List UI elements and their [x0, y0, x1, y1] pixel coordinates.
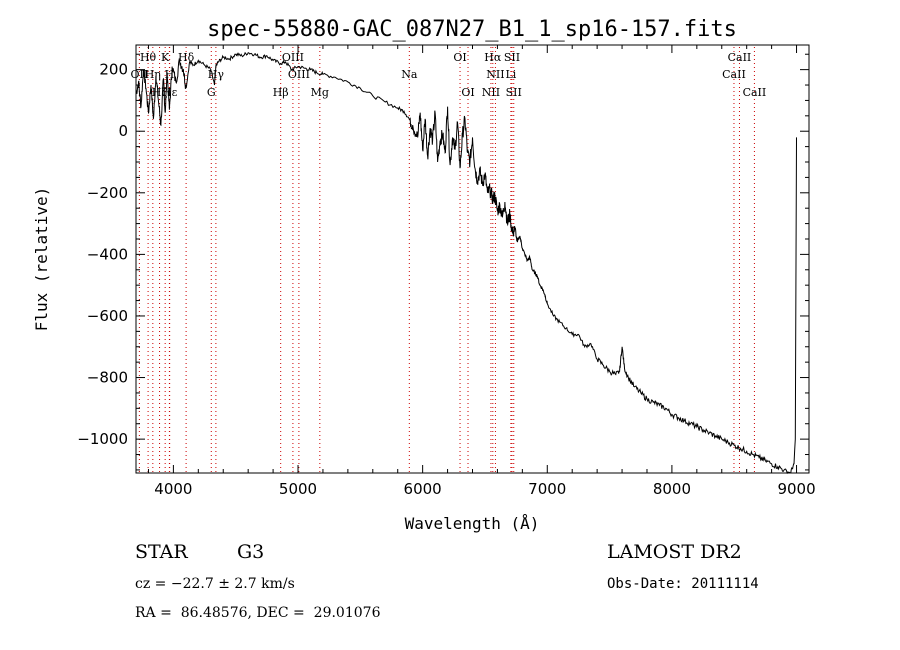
coordinates: RA = 86.48576, DEC = 29.01076: [135, 605, 381, 621]
line-marker-label: G: [207, 86, 216, 99]
x-axis-ticks: 4000 5000 6000 7000 8000 9000: [147, 45, 816, 498]
y-tick-label: −400: [87, 245, 128, 263]
line-marker-label: OI: [461, 86, 474, 99]
y-tick-label: −200: [87, 184, 128, 202]
x-tick-label: 5000: [279, 480, 317, 498]
spectrum-line: [135, 51, 797, 475]
line-marker-label: OIII: [282, 51, 304, 64]
line-marker-label: CaII: [743, 86, 767, 99]
y-tick-label: −1000: [77, 430, 128, 448]
x-tick-label: 4000: [154, 480, 192, 498]
line-marker-label: Hθ: [140, 51, 157, 64]
line-marker-label: CaII: [722, 68, 746, 81]
line-marker-label: NII: [486, 68, 504, 81]
line-marker-label: CaII: [728, 51, 752, 64]
line-marker-label: OI: [453, 51, 466, 64]
x-tick-label: 8000: [653, 480, 691, 498]
line-marker-label: Hβ: [273, 86, 289, 99]
y-axis-ticks: 200 0 −200 −400 −600 −800 −1000: [77, 53, 809, 471]
plot-frame: [135, 44, 810, 474]
line-marker-label: SII: [504, 51, 520, 64]
cz-velocity: cz = −22.7 ± 2.7 km/s: [135, 576, 295, 592]
line-marker-label: Na: [401, 68, 418, 81]
line-marker-label: Hδ: [178, 51, 195, 64]
line-marker-label: H: [165, 68, 175, 81]
chart-title: spec-55880-GAC_087N27_B1_1_sp16-157.fits: [207, 17, 737, 42]
line-marker-lines: [138, 47, 755, 473]
y-tick-label: 0: [118, 122, 128, 140]
y-tick-label: −800: [87, 369, 128, 387]
line-marker-label: Hγ: [208, 68, 225, 81]
line-marker-label: Mg: [311, 86, 329, 99]
object-subclass: G3: [237, 541, 265, 563]
object-class: STAR: [135, 541, 188, 563]
x-tick-label: 6000: [404, 480, 442, 498]
x-axis-label: Wavelength (Å): [405, 514, 540, 533]
line-marker-label: Li: [505, 68, 516, 81]
survey-name: LAMOST DR2: [607, 541, 742, 563]
y-axis-label: Flux (relative): [32, 187, 51, 332]
x-tick-label: 7000: [528, 480, 566, 498]
y-tick-label: 200: [99, 61, 128, 79]
y-tick-label: −600: [87, 307, 128, 325]
line-marker-label: NII: [482, 86, 500, 99]
line-marker-label: Hα: [484, 51, 502, 64]
line-marker-label: SII: [506, 86, 522, 99]
x-tick-label: 9000: [777, 480, 815, 498]
line-marker-label: K: [161, 51, 170, 64]
obs-date: Obs-Date: 20111114: [607, 576, 759, 592]
line-marker-label: Hη: [145, 68, 161, 81]
